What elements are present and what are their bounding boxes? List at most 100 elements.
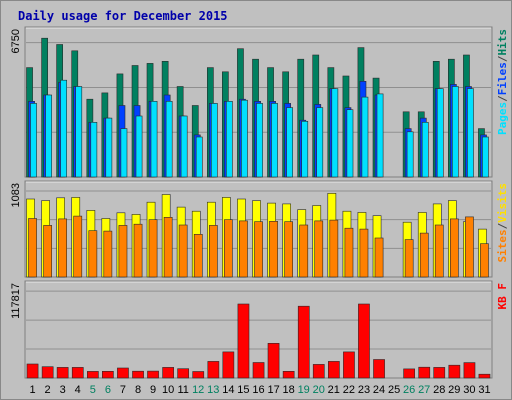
bar-kb-f-day-3 bbox=[56, 367, 69, 379]
x-tick-label: 27 bbox=[418, 384, 430, 396]
bar-kb-f-day-16 bbox=[252, 362, 265, 379]
bar-pages-day-28 bbox=[436, 88, 444, 178]
bar-kb-f-day-1 bbox=[26, 363, 39, 379]
bar-pages-day-26 bbox=[406, 131, 414, 178]
bar-sites-day-19 bbox=[299, 224, 309, 278]
bar-pages-day-12 bbox=[195, 136, 203, 178]
x-tick-label: 8 bbox=[135, 384, 141, 396]
bar-sites-day-24 bbox=[374, 237, 384, 278]
x-tick-label: 30 bbox=[463, 384, 475, 396]
legend-item: / bbox=[496, 55, 509, 62]
bar-pages-day-1 bbox=[30, 103, 37, 178]
bar-sites-day-31 bbox=[480, 243, 489, 278]
bar-sites-day-27 bbox=[419, 232, 429, 278]
bar-kb-f-day-15 bbox=[237, 303, 250, 379]
bar-pages-day-31 bbox=[482, 136, 489, 178]
bar-pages-day-18 bbox=[286, 107, 294, 178]
bar-sites-day-9 bbox=[148, 219, 158, 278]
legend-item: / bbox=[496, 222, 509, 229]
bar-kb-f-day-14 bbox=[222, 351, 235, 379]
bar-pages-day-29 bbox=[451, 86, 459, 178]
legend-hits-files-pages: Pages/Files/Hits bbox=[496, 29, 509, 135]
bar-pages-day-19 bbox=[301, 121, 309, 178]
bar-pages-day-7 bbox=[120, 128, 128, 178]
x-tick-label: 17 bbox=[267, 384, 279, 396]
x-tick-label: 10 bbox=[162, 384, 174, 396]
bar-sites-day-2 bbox=[43, 225, 52, 278]
bar-kb-f-day-5 bbox=[87, 371, 99, 379]
y-max-label-kbf: 117817 bbox=[10, 283, 22, 319]
bar-pages-day-20 bbox=[316, 107, 324, 178]
x-tick-label: 5 bbox=[90, 384, 96, 396]
bar-kb-f-day-13 bbox=[207, 361, 220, 379]
bar-kb-f-day-29 bbox=[448, 364, 461, 379]
bar-kb-f-day-4 bbox=[71, 367, 84, 379]
bar-pages-day-22 bbox=[346, 109, 354, 178]
x-tick-label: 24 bbox=[373, 384, 385, 396]
bar-pages-day-27 bbox=[421, 122, 429, 178]
x-tick-label: 11 bbox=[177, 384, 188, 396]
x-tick-label: 3 bbox=[60, 384, 66, 396]
bar-kb-f-day-27 bbox=[418, 366, 431, 379]
bar-pages-day-17 bbox=[271, 103, 278, 178]
bar-kb-f-day-20 bbox=[312, 364, 325, 379]
x-tick-label: 29 bbox=[448, 384, 460, 396]
x-tick-label: 4 bbox=[75, 384, 81, 396]
bar-kb-f-day-21 bbox=[327, 361, 340, 379]
bar-kb-f-day-26 bbox=[403, 368, 416, 379]
bar-pages-day-8 bbox=[135, 115, 143, 178]
x-tick-label: 22 bbox=[343, 384, 355, 396]
legend-kbf: KB F bbox=[496, 283, 509, 310]
x-tick-label: 31 bbox=[478, 384, 490, 396]
bar-pages-day-4 bbox=[75, 86, 83, 178]
bar-pages-day-24 bbox=[376, 93, 384, 178]
legend-item: KB F bbox=[496, 283, 509, 310]
bar-kb-f-day-7 bbox=[117, 367, 129, 379]
bar-pages-day-6 bbox=[105, 117, 113, 178]
bar-kb-f-day-30 bbox=[463, 362, 476, 379]
bar-kb-f-day-10 bbox=[162, 367, 175, 379]
legend-item: Pages bbox=[496, 102, 509, 135]
x-tick-label: 12 bbox=[192, 384, 204, 396]
bar-kb-f-day-22 bbox=[343, 351, 355, 379]
bar-sites-day-17 bbox=[269, 221, 278, 278]
bar-sites-day-29 bbox=[449, 218, 459, 278]
x-tick-label: 18 bbox=[282, 384, 294, 396]
x-tick-label: 7 bbox=[120, 384, 126, 396]
bar-kb-f-day-31 bbox=[478, 373, 491, 379]
bar-pages-day-13 bbox=[211, 103, 218, 178]
bar-sites-day-10 bbox=[163, 217, 173, 278]
bar-pages-day-30 bbox=[467, 88, 474, 178]
panel-frame-kbf bbox=[24, 280, 493, 379]
bar-sites-day-22 bbox=[344, 227, 354, 278]
panel-visits-sites: 1083 Sites/Visits bbox=[10, 180, 509, 278]
bar-pages-day-3 bbox=[60, 79, 67, 178]
bar-pages-day-14 bbox=[226, 101, 233, 178]
bar-sites-day-14 bbox=[224, 219, 233, 278]
bar-pages-day-5 bbox=[90, 122, 98, 178]
x-tick-label: 19 bbox=[298, 384, 310, 396]
bar-sites-day-13 bbox=[209, 225, 218, 278]
bar-pages-day-2 bbox=[45, 94, 52, 178]
x-tick-label: 6 bbox=[105, 384, 111, 396]
bar-sites-day-4 bbox=[73, 215, 83, 278]
bar-kb-f-day-28 bbox=[433, 367, 446, 379]
bar-kb-f-day-18 bbox=[282, 370, 295, 379]
bar-pages-day-11 bbox=[180, 115, 188, 178]
bar-kb-f-day-24 bbox=[373, 359, 385, 379]
x-tick-label: 20 bbox=[313, 384, 325, 396]
bar-kb-f-day-12 bbox=[192, 371, 205, 379]
y-max-label-hits-files-pages: 6750 bbox=[10, 29, 22, 53]
bar-sites-day-20 bbox=[314, 220, 324, 278]
bar-pages-day-15 bbox=[241, 99, 248, 178]
bar-pages-day-16 bbox=[256, 103, 263, 178]
bar-sites-day-21 bbox=[329, 219, 339, 278]
bar-sites-day-26 bbox=[404, 239, 414, 278]
legend-item: Visits bbox=[496, 183, 509, 223]
bar-kb-f-day-9 bbox=[147, 370, 159, 379]
bar-sites-day-18 bbox=[284, 221, 294, 278]
legend-item: Files bbox=[496, 62, 509, 95]
x-tick-label: 23 bbox=[358, 384, 370, 396]
